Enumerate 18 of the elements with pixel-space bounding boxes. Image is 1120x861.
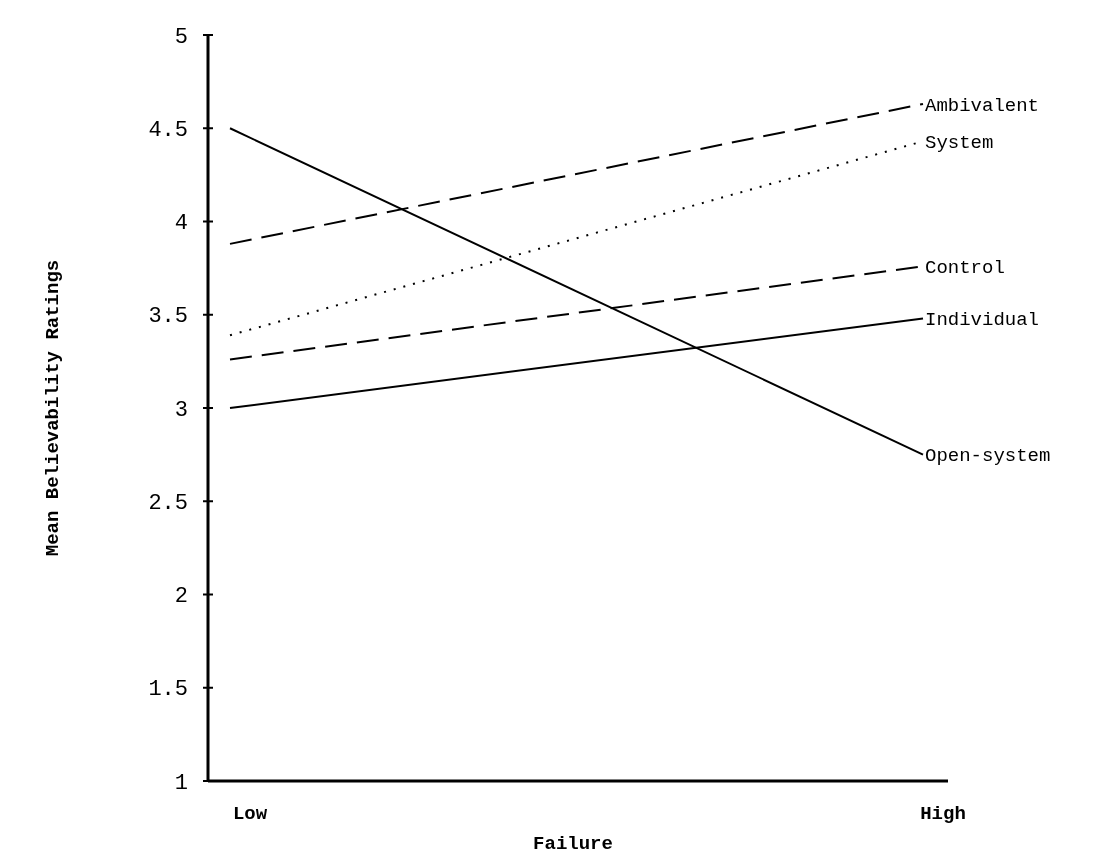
series-label: System xyxy=(925,131,994,154)
y-axis-title: Mean Believability Ratings xyxy=(42,259,64,557)
series-label: Open-system xyxy=(925,445,1051,468)
y-tick-label: 4 xyxy=(174,211,188,237)
y-tick-label: 1 xyxy=(174,770,188,796)
y-tick-label: 2 xyxy=(174,584,188,610)
y-tick-label: 1.5 xyxy=(148,677,188,703)
y-tick-label: 4.5 xyxy=(148,117,188,143)
y-tick-label: 3.5 xyxy=(148,304,188,330)
series-label: Individual xyxy=(925,309,1040,332)
y-tick-label: 2.5 xyxy=(148,490,188,516)
x-axis-title: Failure xyxy=(533,833,613,855)
y-tick-label: 3 xyxy=(174,397,188,423)
series-label: Control xyxy=(925,256,1005,279)
y-tick-label: 5 xyxy=(174,24,188,50)
series-label: Ambivalent xyxy=(925,94,1040,117)
x-tick-label: High xyxy=(920,803,966,825)
x-tick-label: Low xyxy=(232,803,268,825)
